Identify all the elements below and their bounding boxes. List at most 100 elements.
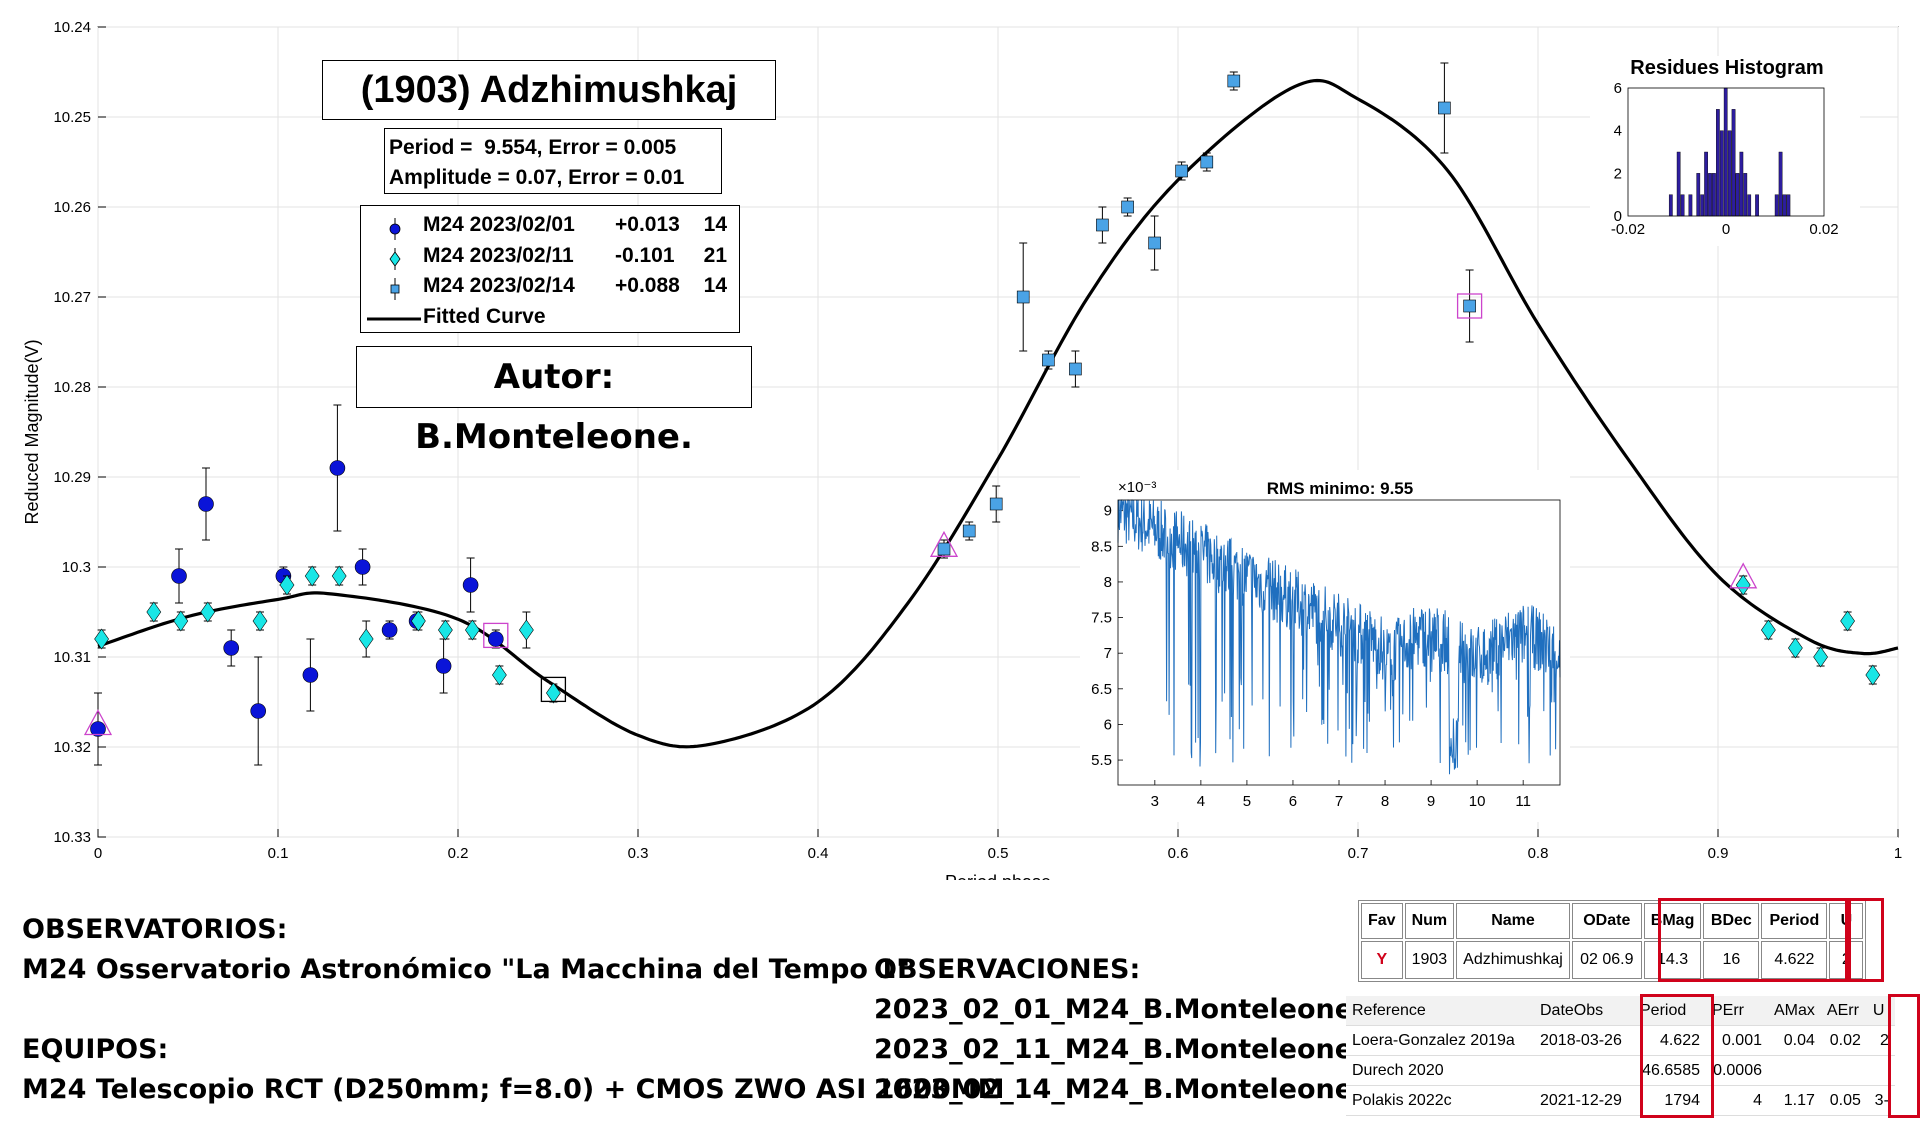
rms-line [1117,499,1561,775]
histogram-bar [1668,194,1673,217]
col-name: Name [1456,903,1570,939]
amplitude-text: Amplitude = 0.07, Error = 0.01 [389,166,685,189]
histogram-bar [1708,173,1712,217]
ref-cell: Durech 2020 [1346,1056,1534,1086]
observatories-line: M24 Osservatorio Astronómico "La Macchin… [22,954,911,985]
data-point-s1 [487,631,504,647]
data-point-s2 [1761,619,1776,641]
observation-item: 2023_02_14_M24_B.Monteleone [874,1074,1354,1105]
amax-cell: 0.04 [1768,1026,1821,1056]
session-start-marker [1729,562,1758,589]
rms-y-tick: 9 [1104,503,1112,520]
histogram-bar [1743,173,1748,217]
histogram-title: Residues Histogram [1630,57,1823,79]
rms-x-tick: 6 [1289,793,1297,810]
legend: M24 2023/02/01 +0.013 14 M24 2023/02/11 -0.… [360,205,740,333]
x-tick-label: 0 [94,845,102,862]
data-point-s2 [304,565,320,587]
y-tick-label: 10.31 [53,649,91,666]
histogram-bar [1782,194,1787,217]
histogram-y-tick: 4 [1614,123,1622,140]
perr-cell: 4 [1706,1086,1768,1116]
rms-y-tick: 5.5 [1091,752,1112,769]
x-tick-label: 0.3 [628,845,649,862]
u-cell [1866,1056,1895,1086]
histogram-bar [1680,194,1685,217]
y-axis-label: Reduced Magnitude(V) [22,339,42,524]
period-text: Period = 9.554, Error = 0.005 [389,136,677,159]
amax-cell: 1.17 [1768,1086,1821,1116]
data-point-s3 [1227,74,1241,88]
fit-stats-box: Period = 9.554, Error = 0.005 Amplitude … [384,128,722,194]
bdec-cell: 16 [1703,941,1760,979]
y-tick-label: 10.26 [53,199,91,216]
highlight-refs-u [1888,994,1920,1118]
rms-x-tick: 4 [1197,793,1205,810]
col-num: Num [1404,903,1455,939]
rms-frame [1117,499,1561,786]
data-point-s2 [200,601,216,623]
col-fav: Fav [1361,903,1403,939]
data-point-s3 [1200,155,1214,169]
histogram-bar [1696,173,1701,217]
rms-y-tick: 7.5 [1091,610,1112,627]
table-row[interactable]: Durech 2020 46.6585 0.0006 [1346,1056,1895,1086]
rms-y-tick: 6 [1104,716,1112,733]
author-box: Autor: B.Monteleone. [356,346,752,457]
data-point-s2 [1840,610,1855,632]
x-tick-label: 0.8 [1528,845,1549,862]
histogram-bar [1774,194,1779,217]
data-point-s1 [435,658,452,674]
histogram-bars [1668,87,1791,217]
rms-y-tick: 7 [1104,645,1112,662]
col-reference: Reference [1346,996,1534,1026]
aerr-cell [1820,1056,1867,1086]
histogram-bar [1704,151,1708,217]
histogram-bar [1700,194,1705,217]
chart-title-box: (1903) Adzhimushkaj [322,60,776,120]
rms-y-tick: 8.5 [1091,538,1112,555]
data-point-s2 [1865,664,1881,686]
fitted-curve [97,78,1899,749]
y-tick-label: 10.25 [53,109,91,126]
ref-cell: Polakis 2022c [1346,1086,1534,1116]
histogram-x-tick: 0 [1722,221,1730,238]
observatories-block: OBSERVATORIOS: M24 Osservatorio Astronóm… [22,910,1005,1110]
highlight-summary-bmag-period [1658,898,1848,982]
ref-cell: Loera-Gonzalez 2019a [1346,1026,1534,1056]
table-row[interactable]: Loera-Gonzalez 2019a 2018-03-26 4.622 0.… [1346,1026,1895,1056]
data-point-s3 [1096,218,1109,232]
data-point-s2 [358,628,374,650]
histogram-y-tick: 6 [1614,80,1622,97]
rms-trace [1117,499,1561,775]
axis-ticks: 0 0.1 0.2 0.3 0.4 0.5 0.6 0.7 0.8 0.9 1 10.24 10.25 1… [53,19,1902,862]
x-axis-label: Period phase [945,872,1051,880]
references-table: Reference DateObs Period PErr AMax AErr … [1346,996,1895,1116]
data-point-s3 [1438,101,1451,115]
u-cell: 2 [1866,1026,1895,1056]
data-point-s1 [329,460,346,476]
table-row[interactable]: Polakis 2022c 2021-12-29 1794 4 1.17 0.0… [1346,1086,1895,1116]
legend-marker-s2 [389,251,401,267]
histogram-bar [1747,194,1752,217]
u-cell: 3- [1866,1086,1895,1116]
y-tick-label: 10.3 [62,559,91,576]
fit-curve-path [97,78,1899,749]
data-point-s1 [198,496,214,512]
session-start-marker [83,709,113,736]
col-ref-period: Period [1634,996,1706,1026]
data-point-s2 [465,619,480,641]
observations-heading: OBSERVACIONES: [874,954,1141,985]
x-tick-label: 0.4 [808,845,829,862]
equipment-line: M24 Telescopio RCT (D250mm; f=8.0) + CMO… [22,1074,1005,1105]
rms-exponent: ×10⁻³ [1118,479,1156,496]
histogram-x-tick: -0.02 [1611,221,1645,238]
x-tick-label: 0.1 [268,845,289,862]
session-start-marker [929,530,959,557]
data-point-s1 [381,622,398,638]
col-period: Period [1761,903,1828,939]
rms-x-tick: 7 [1335,793,1343,810]
histogram-frame [1627,87,1825,217]
data-point-s1 [250,703,267,719]
